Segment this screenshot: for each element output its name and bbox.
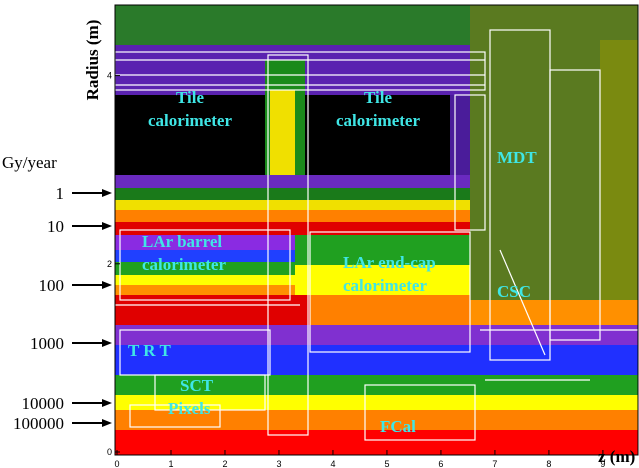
- arrow-head: [102, 419, 112, 427]
- dose-map: [115, 5, 638, 455]
- region-label: CSC: [497, 282, 531, 301]
- y-tick-label: 4: [107, 71, 112, 81]
- x-tick-label: 9: [600, 459, 605, 468]
- x-tick-label: 3: [276, 459, 281, 468]
- region-label: LAr end-cap: [343, 253, 436, 272]
- region-label: Tile: [176, 88, 204, 107]
- y-tick-label: 2: [107, 259, 112, 269]
- arrow-head: [102, 222, 112, 230]
- x-tick-label: 2: [222, 459, 227, 468]
- x-axis-label: z (m): [598, 447, 635, 466]
- region-label: T R T: [128, 341, 172, 360]
- arrow-head: [102, 339, 112, 347]
- region-label: calorimeter: [148, 111, 232, 130]
- region-label: calorimeter: [336, 111, 420, 130]
- arrow-head: [102, 189, 112, 197]
- arrow-head: [102, 399, 112, 407]
- dose-level-label: 10000: [22, 394, 65, 413]
- x-tick-label: 0: [114, 459, 119, 468]
- region-label: MDT: [497, 148, 537, 167]
- x-tick-label: 1: [168, 459, 173, 468]
- arrow-head: [102, 281, 112, 289]
- region-label: Pixels: [168, 399, 211, 418]
- x-tick-label: 8: [546, 459, 551, 468]
- region-label: calorimeter: [142, 255, 226, 274]
- region-label: FCal: [380, 417, 416, 436]
- dose-level-label: 100000: [13, 414, 64, 433]
- region-label: SCT: [180, 376, 214, 395]
- detector-outlines: [114, 29, 638, 441]
- region-label: calorimeter: [343, 276, 427, 295]
- dose-level-label: 100: [39, 276, 65, 295]
- x-tick-label: 5: [384, 459, 389, 468]
- y-tick-label: 0: [107, 447, 112, 457]
- x-tick-label: 6: [438, 459, 443, 468]
- x-tick-label: 7: [492, 459, 497, 468]
- region-label: Tile: [364, 88, 392, 107]
- dose-level-label: 1000: [30, 334, 64, 353]
- dose-unit: Gy/year: [2, 153, 57, 172]
- y-axis-label: Radius (m): [83, 20, 102, 101]
- dose-level-label: 1: [56, 184, 65, 203]
- x-tick-label: 4: [330, 459, 335, 468]
- region-label: LAr barrel: [142, 232, 222, 251]
- dose-level-label: 10: [47, 217, 64, 236]
